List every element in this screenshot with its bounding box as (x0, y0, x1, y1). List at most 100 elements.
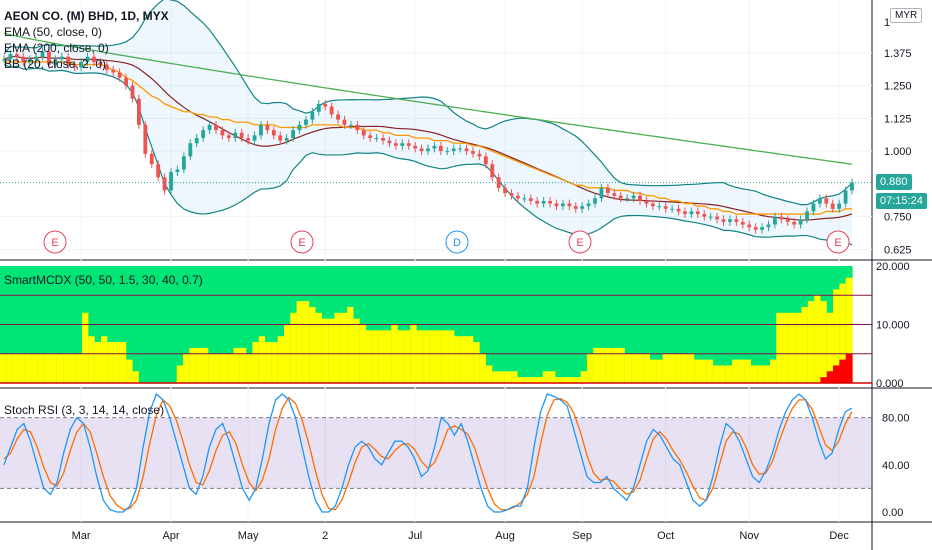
mcdx-yellow-bar (732, 359, 739, 383)
mcdx-yellow-bar (631, 353, 639, 383)
mcdx-yellow-bar (713, 365, 721, 383)
mcdx-yellow-bar (220, 353, 228, 383)
candle-body (779, 216, 784, 220)
event-marker-circle (445, 230, 469, 254)
mcdx-yellow-bar (208, 353, 216, 383)
mcdx-yellow-bar (454, 336, 462, 383)
candle-body (413, 145, 418, 149)
event-marker-circle (43, 230, 67, 254)
candle-body (207, 124, 212, 131)
mcdx-yellow-bar (44, 353, 52, 383)
mcdx-yellow-bar (568, 377, 575, 383)
candle-body (535, 200, 540, 204)
candle-body (432, 145, 437, 149)
stochrsi-pane (0, 392, 872, 513)
currency-button[interactable]: MYR (890, 8, 923, 23)
candle-body (631, 195, 636, 199)
candle-body (843, 190, 848, 204)
candle-body (162, 177, 167, 191)
mcdx-yellow-bar (347, 306, 355, 383)
stoch-tick-label: 0.00 (882, 507, 903, 519)
mcdx-yellow-bar (334, 312, 342, 383)
mcdx-yellow-bar (422, 330, 430, 383)
ema200-legend[interactable]: EMA (200, close, 0) (4, 41, 109, 55)
mcdx-yellow-bar (687, 353, 695, 383)
candle-body (348, 124, 353, 126)
candle-body (265, 124, 270, 131)
bb-legend[interactable]: BB (20, close, 2, 0) (4, 57, 107, 71)
candle-body (419, 148, 424, 152)
candle-body (214, 124, 218, 131)
candle-body (226, 135, 231, 138)
mcdx-yellow-bar (700, 359, 708, 383)
candle-body (689, 211, 694, 215)
time-tick-label: Sep (572, 530, 592, 542)
mcdx-yellow-bar (826, 312, 834, 383)
candle-body (284, 138, 289, 141)
candle-body (406, 143, 411, 146)
mcdx-yellow-bar (460, 336, 468, 383)
candle-body (85, 56, 90, 62)
mcdx-yellow-bar (656, 359, 664, 383)
candle-body (805, 211, 809, 220)
candle-body (708, 216, 713, 218)
mcdx-yellow-bar (50, 353, 58, 383)
symbol-title[interactable]: AEON CO. (M) BHD, 1D, MYX (4, 9, 169, 23)
ema200-line (3, 32, 853, 165)
mcdx-yellow-bar (227, 353, 235, 383)
candle-body (554, 203, 559, 207)
candle-body (66, 56, 71, 65)
mcdx-yellow-bar (694, 359, 702, 383)
mcdx-yellow-bar (176, 365, 184, 383)
candle-body (483, 156, 488, 165)
mcdx-yellow-bar (397, 330, 405, 383)
mcdx-yellow-bar (37, 353, 45, 383)
stochrsi-legend[interactable]: Stoch RSI (3, 3, 14, 14, close) (4, 402, 164, 418)
mcdx-yellow-bar (435, 330, 443, 383)
mcdx-yellow-bar (353, 318, 361, 383)
price-tick-label: 0.625 (884, 244, 912, 256)
candle-body (528, 198, 533, 201)
candle-body (560, 203, 565, 207)
mcdx-yellow-bar (296, 301, 304, 383)
candle-body (98, 61, 103, 65)
candle-body (721, 219, 726, 222)
mcdx-yellow-bar (69, 353, 77, 383)
candle-body (740, 221, 745, 225)
candle-body (310, 111, 315, 120)
candle-body (297, 124, 302, 131)
candle-body (702, 214, 707, 217)
mcdx-yellow-bar (195, 347, 203, 383)
mcdx-yellow-bar (321, 318, 329, 383)
mcdx-yellow-bar (201, 347, 209, 383)
candle-body (618, 195, 623, 199)
candle-body (14, 54, 19, 57)
candle-body (21, 56, 26, 62)
mcdx-tick-label: 10.000 (876, 320, 910, 332)
candle-body (503, 187, 508, 194)
candle-body (445, 151, 450, 153)
mcdx-yellow-bar (523, 377, 531, 383)
candle-body (8, 54, 13, 60)
mcdx-yellow-bar (814, 295, 822, 383)
mcdx-yellow-bar (479, 353, 487, 383)
event-marker-label: E (834, 237, 841, 249)
event-marker: E (568, 230, 592, 254)
candle-body (117, 72, 122, 78)
mcdx-yellow-bar (309, 306, 317, 383)
candle-body (156, 164, 161, 178)
mcdx-yellow-bar (751, 365, 758, 383)
mcdx-red-bar (833, 365, 840, 383)
time-tick-label: Aug (495, 530, 515, 542)
mcdx-yellow-bar (6, 353, 14, 383)
mcdx-tick-label: 0.000 (876, 378, 904, 390)
mcdx-yellow-bar (605, 347, 613, 383)
mcdx-yellow-bar (448, 330, 455, 383)
mcdx-yellow-bar (258, 336, 266, 383)
mcdx-yellow-bar (580, 371, 588, 383)
ema50-legend[interactable]: EMA (50, close, 0) (4, 25, 103, 39)
mcdx-yellow-bar (94, 342, 102, 383)
smartmcdx-legend[interactable]: SmartMCDX (50, 50, 1.5, 30, 40, 0.7) (4, 272, 203, 288)
candle-body (27, 59, 32, 62)
